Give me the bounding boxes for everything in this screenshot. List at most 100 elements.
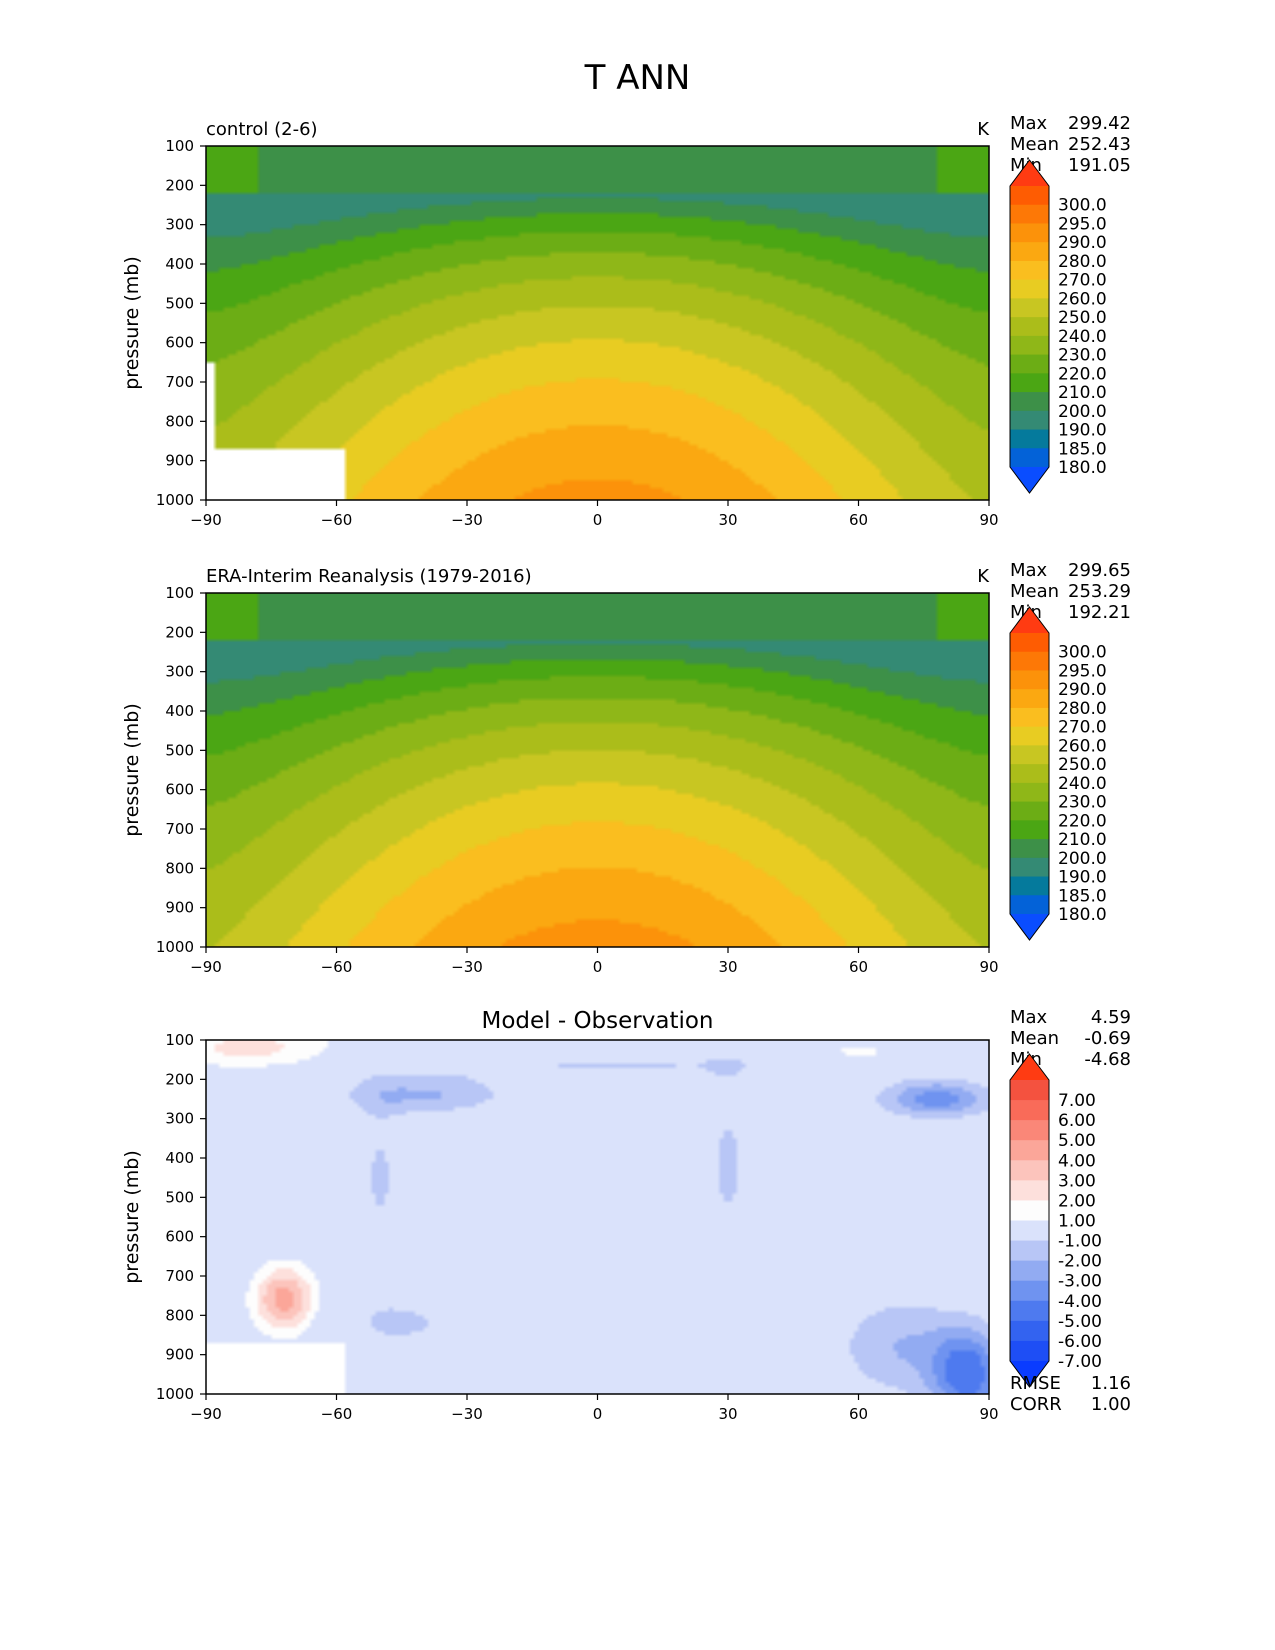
colorbar-outline	[1009, 606, 1050, 941]
stat-label: Max	[1010, 1007, 1048, 1028]
stat-label: Mean	[1010, 581, 1059, 602]
x-tick-label: 30	[718, 1405, 737, 1423]
y-tick-label: 1000	[156, 938, 194, 956]
y-tick-label: 200	[165, 176, 194, 194]
x-tick-label: −60	[321, 511, 353, 529]
colorbar-band	[1010, 1340, 1049, 1362]
footer-stat-value: 1.00	[1091, 1394, 1131, 1415]
colorbar-band	[1010, 186, 1049, 206]
y-axis-label: pressure (mb)	[121, 703, 143, 837]
colorbar-band	[1010, 857, 1049, 878]
x-tick-label: 60	[849, 1405, 868, 1423]
contour-field	[206, 146, 989, 500]
x-tick-label: −60	[321, 958, 353, 976]
colorbar-high-extension	[1010, 607, 1049, 633]
colorbar-band	[1010, 242, 1049, 262]
colorbar-label: 260.0	[1058, 289, 1107, 309]
y-tick-label: 100	[165, 584, 194, 602]
x-tick-label: −30	[451, 958, 483, 976]
colorbar-label: 295.0	[1058, 214, 1107, 234]
colorbar-label: 250.0	[1058, 755, 1107, 775]
y-tick-label: 500	[165, 1188, 194, 1206]
colorbar-band	[1010, 448, 1049, 468]
stat-label: Mean	[1010, 1028, 1059, 1049]
stat-value: 252.43	[1068, 134, 1131, 155]
y-tick-label: 300	[165, 216, 194, 234]
stat-value: 192.21	[1068, 602, 1131, 623]
colorbar-band	[1010, 223, 1049, 243]
colorbar-label: 185.0	[1058, 886, 1107, 906]
colorbar-band	[1010, 689, 1049, 709]
y-tick-label: 400	[165, 255, 194, 273]
y-tick-label: 600	[165, 1228, 194, 1246]
colorbar-label: 3.00	[1058, 1171, 1096, 1191]
x-tick-label: 90	[979, 1405, 998, 1423]
colorbar-label: 6.00	[1058, 1111, 1096, 1131]
colorbar-band	[1010, 298, 1049, 318]
y-tick-label: 100	[165, 1031, 194, 1049]
colorbar-band	[1010, 745, 1049, 765]
colorbar-label: 180.0	[1058, 458, 1107, 478]
colorbar-band	[1010, 839, 1049, 859]
colorbar: 300.0295.0290.0280.0270.0260.0250.0240.0…	[1009, 606, 1107, 941]
units-label: K	[977, 119, 990, 140]
panel-title: Model - Observation	[481, 1008, 713, 1034]
colorbar-band	[1010, 895, 1049, 915]
colorbar-label: 280.0	[1058, 252, 1107, 272]
colorbar-band	[1010, 726, 1049, 746]
y-tick-label: 800	[165, 859, 194, 877]
colorbar-band	[1010, 651, 1049, 671]
colorbar-label: 200.0	[1058, 402, 1107, 422]
colorbar-band	[1010, 373, 1049, 393]
stat-value: 191.05	[1068, 155, 1131, 176]
colorbar-band	[1010, 1080, 1049, 1101]
colorbar-band	[1010, 317, 1049, 337]
colorbar-label: 185.0	[1058, 439, 1107, 459]
units-label: K	[977, 566, 990, 587]
y-axis-label: pressure (mb)	[121, 1150, 143, 1284]
colorbar-band	[1010, 1180, 1049, 1201]
colorbar-label: 290.0	[1058, 233, 1107, 253]
x-tick-label: −90	[190, 511, 222, 529]
y-tick-label: 500	[165, 294, 194, 312]
colorbar-band	[1010, 876, 1049, 896]
colorbar-label: -3.00	[1058, 1272, 1102, 1292]
panel-title: ERA-Interim Reanalysis (1979-2016)	[206, 566, 532, 587]
y-tick-label: 600	[165, 781, 194, 799]
y-tick-label: 300	[165, 1110, 194, 1128]
colorbar-label: 240.0	[1058, 774, 1107, 794]
colorbar-label: -1.00	[1058, 1232, 1102, 1252]
colorbar: 300.0295.0290.0280.0270.0260.0250.0240.0…	[1009, 159, 1107, 494]
contour-field	[206, 1040, 989, 1394]
colorbar-band	[1010, 1200, 1049, 1221]
colorbar-label: 190.0	[1058, 868, 1107, 888]
colorbar-label: 180.0	[1058, 905, 1107, 925]
colorbar-label: 295.0	[1058, 661, 1107, 681]
y-tick-label: 900	[165, 1346, 194, 1364]
colorbar-band	[1010, 1220, 1049, 1242]
colorbar-label: 200.0	[1058, 849, 1107, 869]
colorbar-low-extension	[1010, 467, 1049, 493]
x-tick-label: 60	[849, 958, 868, 976]
x-tick-label: −90	[190, 1405, 222, 1423]
colorbar-outline	[1009, 159, 1050, 494]
contour-field	[206, 593, 989, 947]
colorbar-band	[1010, 670, 1049, 690]
colorbar-band	[1010, 335, 1049, 356]
y-tick-label: 500	[165, 741, 194, 759]
colorbar-label: 270.0	[1058, 271, 1107, 291]
colorbar-high-extension	[1010, 160, 1049, 186]
stat-label: Max	[1010, 113, 1048, 134]
colorbar-band	[1010, 820, 1049, 840]
colorbar-band	[1010, 1160, 1049, 1181]
colorbar-band	[1010, 801, 1049, 821]
y-tick-label: 700	[165, 373, 194, 391]
colorbar-low-extension	[1010, 914, 1049, 940]
colorbar-label: 300.0	[1058, 643, 1107, 663]
x-tick-label: −60	[321, 1405, 353, 1423]
figure-title: T ANN	[584, 58, 691, 98]
colorbar-label: -4.00	[1058, 1292, 1102, 1312]
x-tick-label: 0	[593, 1405, 603, 1423]
